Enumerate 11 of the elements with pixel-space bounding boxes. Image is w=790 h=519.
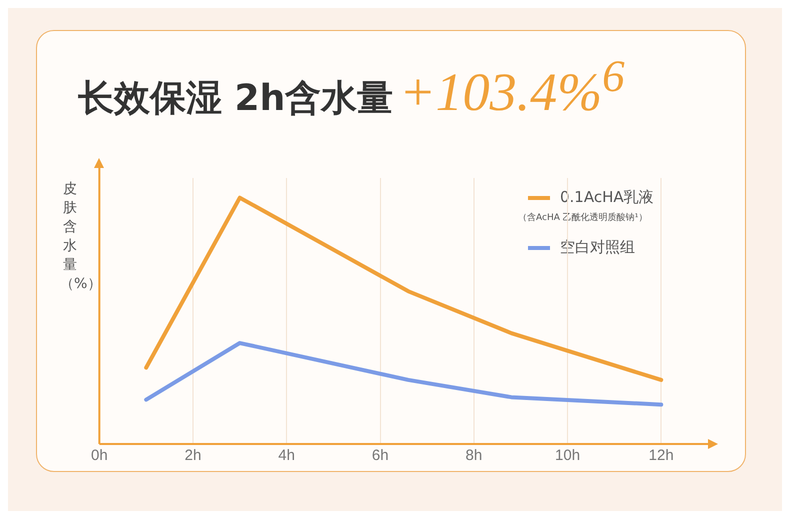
x-tick-label: 4h <box>278 447 295 464</box>
chart-title: 长效保湿 2h含水量 <box>78 77 394 121</box>
x-tick-label: 10h <box>555 447 580 464</box>
x-tick-label: 0h <box>91 447 108 464</box>
x-tick-label: 2h <box>184 447 202 464</box>
y-axis-title: 皮肤含水量（%） <box>60 180 102 294</box>
legend-label: 0.1AcHA乳液 <box>560 188 654 207</box>
x-tick-label: 8h <box>466 447 482 464</box>
chart-subtitle: +103.4%$^{6}$ <box>399 50 625 123</box>
x-tick-label: 6h <box>372 447 389 464</box>
x-tick-label: 12h <box>648 447 674 464</box>
